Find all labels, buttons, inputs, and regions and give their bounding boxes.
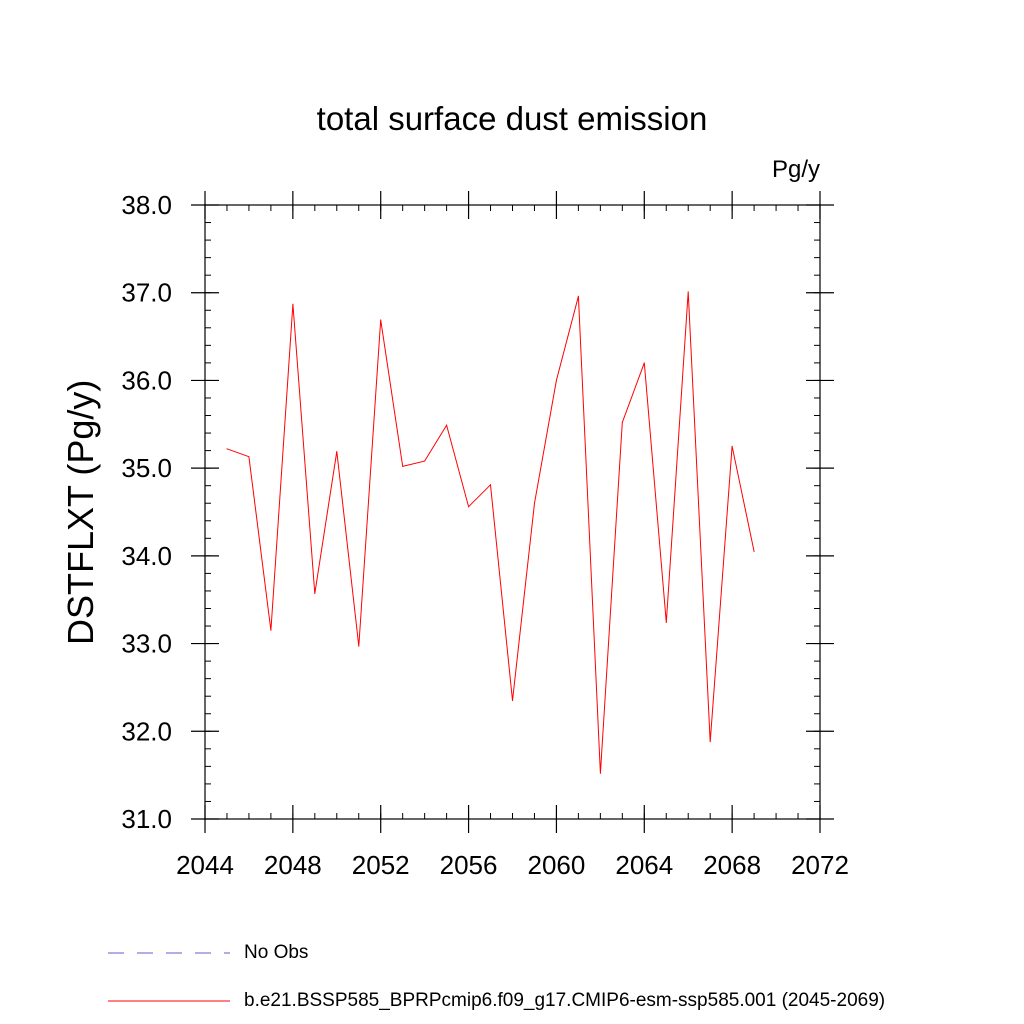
y-tick-label: 31.0 [121, 804, 172, 834]
data-point [314, 593, 316, 595]
data-point [468, 506, 470, 508]
data-point [380, 319, 382, 321]
x-tick-label: 2060 [528, 850, 586, 880]
plot-frame [204, 204, 821, 820]
major-ticks [191, 191, 834, 833]
y-tick-label: 37.0 [121, 278, 172, 308]
units-label: Pg/y [771, 156, 820, 183]
data-point [621, 422, 623, 424]
x-tick-label: 2048 [264, 850, 322, 880]
x-tick-label: 2056 [440, 850, 498, 880]
data-point [643, 362, 645, 364]
chart-title: total surface dust emission [316, 100, 708, 137]
data-point [490, 484, 492, 486]
data-point [665, 622, 667, 624]
legend-entry-model-run: b.e21.BSSP585_BPRPcmip6.f09_g17.CMIP6-es… [244, 990, 886, 1011]
data-point [292, 303, 294, 305]
data-point [512, 700, 513, 702]
y-tick-label: 35.0 [121, 453, 172, 483]
data-point [731, 445, 733, 447]
data-point [402, 465, 404, 467]
data-point [709, 741, 711, 743]
data-point [599, 772, 601, 774]
x-tick-label: 2064 [615, 850, 673, 880]
data-point [336, 450, 338, 452]
data-point [226, 448, 228, 450]
y-axis-label: DSTFLXT (Pg/y) [60, 379, 101, 645]
x-tick-label: 2052 [352, 850, 410, 880]
data-point [687, 291, 689, 293]
y-tick-label: 34.0 [121, 541, 172, 571]
y-tick-label: 33.0 [121, 629, 172, 659]
tick-labels: 2044 2048 2052 2056 2060 2064 2068 2072 31.0 32.0… [121, 190, 849, 880]
data-point [577, 295, 579, 297]
data-point [358, 645, 360, 647]
legend-entry-no-obs: No Obs [244, 942, 309, 963]
data-point [446, 424, 448, 426]
data-point [753, 550, 755, 552]
data-point [270, 629, 272, 631]
data-point [555, 379, 557, 381]
x-tick-label: 2044 [176, 850, 234, 880]
series-line [226, 291, 755, 774]
x-tick-label: 2068 [703, 850, 761, 880]
legend-lines [108, 952, 230, 1002]
series-lines [226, 291, 755, 774]
minor-ticks [204, 204, 821, 820]
y-tick-label: 38.0 [121, 190, 172, 220]
data-point [248, 456, 250, 458]
data-point [533, 502, 535, 504]
data-point [424, 460, 426, 462]
y-tick-label: 36.0 [121, 365, 172, 395]
x-tick-label: 2072 [791, 850, 849, 880]
y-tick-label: 32.0 [121, 716, 172, 746]
